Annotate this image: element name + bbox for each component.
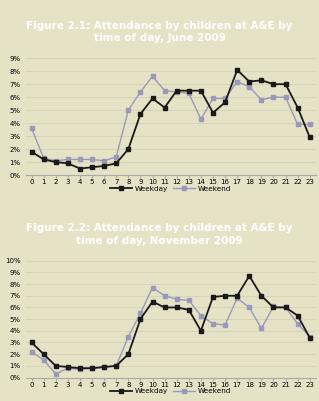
- Text: Figure 2.2: Attendance by children at A&E by
time of day, November 2009: Figure 2.2: Attendance by children at A&…: [26, 223, 293, 246]
- Legend: Weekday, Weekend: Weekday, Weekend: [107, 183, 234, 195]
- Text: Figure 2.1: Attendance by children at A&E by
time of day, June 2009: Figure 2.1: Attendance by children at A&…: [26, 21, 293, 43]
- Legend: Weekday, Weekend: Weekday, Weekend: [107, 385, 234, 397]
